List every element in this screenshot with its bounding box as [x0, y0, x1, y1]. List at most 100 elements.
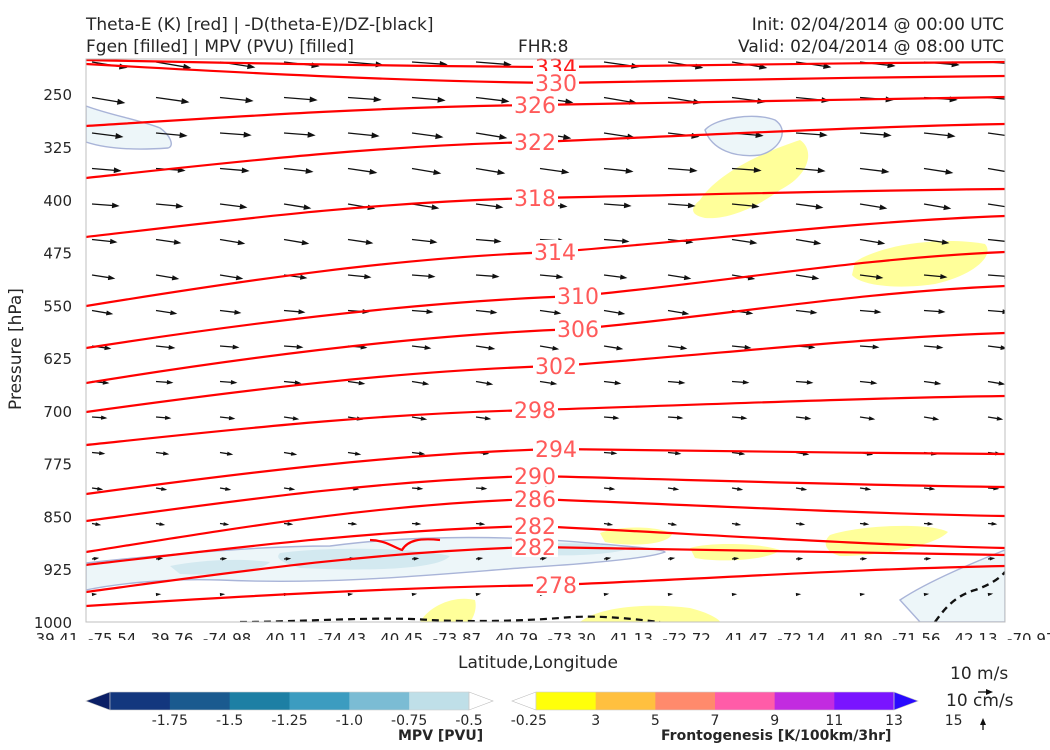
wind-vector-head: [687, 202, 696, 209]
theta-e-contour-label: 282: [514, 536, 556, 561]
colorbar-cell: [595, 692, 656, 710]
wind-vector-head: [554, 310, 562, 316]
colorbar-cell: [289, 692, 350, 710]
wind-vector-head: [1000, 345, 1005, 350]
x-tick-label: 42.13, -70.97: [955, 630, 1050, 640]
wind-vector-head: [182, 63, 192, 70]
theta-e-labels: 3343303263223183143103063022982942902862…: [512, 55, 601, 599]
x-axis-label: Latitude,Longitude: [458, 653, 618, 673]
x-tick-label: 41.47, -72.14: [725, 630, 826, 640]
wind-vector-head: [162, 451, 170, 456]
wind-vector-head: [234, 309, 242, 315]
wind-vector-head: [104, 345, 112, 351]
wind-vector-head: [429, 238, 438, 245]
wind-vector-head: [488, 345, 496, 351]
wind-vector-head: [612, 415, 620, 420]
contour-label-bg: [512, 130, 558, 152]
wind-vector-head: [235, 275, 244, 281]
wind-vector-head: [795, 592, 802, 597]
wind-vector-head: [813, 239, 822, 246]
wind-vector-head: [870, 380, 878, 385]
wind-vector: [987, 132, 1005, 137]
wind-vector-head: [179, 132, 188, 139]
wind-vector-head: [561, 168, 570, 175]
wind-vector-head: [166, 380, 174, 385]
wind-vector-head: [934, 380, 942, 386]
wind-speed-legend: 10 m/s: [950, 664, 1009, 684]
wind-vector-head: [801, 486, 808, 491]
wind-vector-head: [998, 381, 1005, 386]
contour-label-bg: [555, 317, 601, 339]
wind-vector-head: [168, 344, 176, 350]
frontogenesis-fill: [852, 241, 988, 287]
wind-vector-head: [731, 592, 738, 597]
wind-vector-head: [751, 203, 760, 209]
wind-vector-head: [475, 592, 482, 597]
colorbar-tick-label: -1.0: [336, 713, 363, 729]
wind-vector-head: [93, 556, 100, 561]
colorbar-cell: [536, 692, 597, 710]
colorbar-tick-label: 9: [770, 713, 779, 729]
wind-vector-head: [431, 204, 440, 210]
x-tick-label: 39.41, -75.54: [36, 630, 137, 640]
wind-vector-head: [744, 344, 752, 350]
wind-vector-head: [171, 275, 180, 281]
wind-vector-head: [619, 274, 628, 280]
frontogenesis-fill: [420, 598, 476, 622]
wind-vector-head: [364, 274, 372, 280]
wind-vector-head: [307, 131, 316, 138]
theta-e-contour-label: 290: [514, 465, 556, 490]
wind-vector: [987, 274, 1005, 277]
wind-vector-head: [733, 557, 740, 561]
colorbar-cell: [110, 692, 171, 710]
wind-vector-head: [285, 557, 292, 561]
wind-vector-head: [559, 203, 568, 209]
wind-vector-head: [99, 451, 106, 456]
wind-vector-head: [424, 345, 432, 350]
x-tick-label: 40.11, -74.43: [265, 630, 366, 640]
wind-vector-head: [426, 309, 434, 315]
wind-vector-head: [1009, 169, 1017, 175]
wind-vector-head: [299, 274, 308, 280]
wind-vector-head: [621, 238, 630, 244]
wind-vector-head: [486, 381, 494, 386]
wind-vector-head: [797, 557, 804, 561]
wind-vector-head: [943, 204, 952, 211]
x-tick-label: 40.79, -73.30: [495, 630, 596, 640]
wind-vector-head: [228, 415, 236, 421]
theta-e-contour-label: 302: [535, 355, 577, 380]
colorbar-tick-label: -0.75: [391, 713, 427, 729]
contour-label-bg: [512, 398, 558, 420]
wind-vector-head: [607, 522, 614, 526]
wind-vector-head: [673, 486, 680, 491]
contour-label-bg: [512, 93, 558, 115]
wind-vector-head: [603, 592, 610, 597]
colorbar-tick-label: -1.5: [216, 713, 243, 729]
x-tick-label: 41.13, -72.72: [610, 630, 711, 640]
contour-label-bg: [512, 186, 558, 208]
wind-vector-head: [351, 521, 358, 526]
y-axis-label: Pressure [hPa]: [6, 288, 26, 410]
wind-vector-head: [689, 167, 698, 174]
theta-e-contour-label: 330: [535, 72, 577, 97]
wind-vector-head: [681, 310, 690, 316]
colorbar-cell: [409, 692, 470, 710]
wind-vector-head: [863, 521, 870, 526]
colorbar-frame: [535, 691, 895, 711]
mpv-colorbar: -1.75 -1.5 -1.25 -1.0 -0.75 -0.5 -0.25: [85, 691, 547, 729]
wind-vector-head: [417, 486, 424, 491]
colorbar-tick-label: -1.25: [271, 713, 307, 729]
wind-vector-head: [609, 486, 616, 491]
contour-label-bg: [532, 240, 578, 262]
wind-vector-head: [941, 239, 950, 245]
vertical-speed-legend: 10 cm/s: [946, 691, 1014, 711]
forecast-hour: FHR:8: [518, 37, 569, 57]
wind-vector-head: [354, 451, 362, 456]
frontogenesis-fill: [693, 140, 809, 219]
wind-vector-head: [881, 168, 890, 174]
wind-vector-head: [811, 275, 820, 281]
wind-vector-head: [1013, 97, 1021, 103]
x-tick-label: 41.80, -71.56: [840, 630, 941, 640]
wind-vector-head: [989, 557, 996, 561]
mpv-fill: [704, 115, 783, 157]
